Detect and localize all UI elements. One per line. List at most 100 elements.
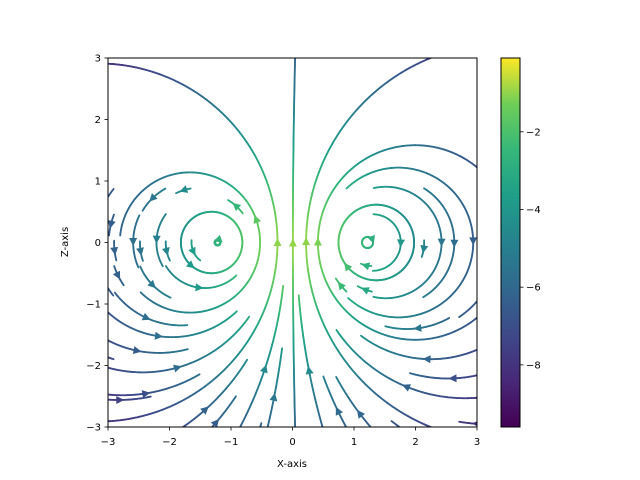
- streamline-segment: [92, 330, 93, 331]
- streamline-segment: [100, 211, 101, 212]
- streamline-segment: [435, 56, 436, 57]
- streamline-segment: [370, 426, 372, 427]
- streamline-segment: [487, 286, 488, 287]
- stream-arrow: [402, 384, 411, 392]
- streamline-segment: [92, 350, 93, 351]
- x-tick-label: 0: [289, 437, 295, 448]
- streamline-segment: [103, 279, 104, 280]
- streamline-segment: [210, 442, 211, 443]
- streamline-segment: [335, 329, 339, 333]
- streamline-segment: [236, 433, 237, 434]
- streamline-segment: [347, 434, 348, 435]
- streamline-segment: [422, 295, 426, 299]
- streamline-segment: [100, 272, 101, 273]
- streamline-segment: [97, 334, 98, 335]
- stream-arrow: [305, 366, 314, 375]
- streamline-segment: [334, 277, 338, 281]
- streamline-segment: [155, 443, 156, 444]
- streamline-segment: [102, 306, 103, 307]
- colorbar-tick-label: −6: [526, 283, 541, 294]
- streamline-segment: [486, 175, 487, 176]
- streamline-segment: [101, 210, 102, 211]
- streamline-segment: [105, 309, 106, 310]
- x-axis-label: X-axis: [277, 459, 307, 470]
- streamline-segment: [106, 284, 107, 285]
- streamline-segment: [94, 351, 95, 352]
- streamline-segment: [484, 310, 485, 311]
- streamline-segment: [234, 395, 237, 399]
- streamline-segment: [238, 430, 239, 431]
- streamline-segment: [350, 434, 351, 435]
- streamline-segment: [420, 440, 421, 441]
- streamline-segment: [483, 292, 484, 293]
- streamline-segment: [205, 433, 206, 434]
- colorbar-gradient: [501, 58, 520, 427]
- streamline-segment: [489, 305, 490, 306]
- stream-arrow: [147, 279, 156, 289]
- streamline-segment: [493, 370, 494, 371]
- streamline-segment: [94, 296, 95, 297]
- streamline-segment: [92, 317, 93, 318]
- stream-arrow: [469, 237, 477, 246]
- streamline-segment: [136, 265, 140, 269]
- streamline-segment: [234, 274, 238, 278]
- stream-arrow: [241, 435, 248, 444]
- streamline-segment: [348, 431, 349, 432]
- streamline-segment: [486, 287, 487, 288]
- stream-arrow: [188, 246, 196, 256]
- streamline-segment: [481, 295, 482, 296]
- streamline-segment: [484, 346, 485, 347]
- streamline-segment: [383, 441, 384, 442]
- streamline-segment: [102, 206, 103, 207]
- streamline-segment: [485, 174, 486, 175]
- streamline-segment: [438, 55, 439, 56]
- stream-arrow: [179, 185, 189, 193]
- stream-arrow: [337, 281, 346, 291]
- streamline-segment: [104, 281, 105, 282]
- streamline-segment: [409, 433, 410, 434]
- streamline-segment: [211, 426, 212, 427]
- streamline-segment: [403, 429, 404, 430]
- streamline-segment: [484, 291, 485, 292]
- stream-arrow: [207, 436, 215, 445]
- streamline-segment: [486, 345, 487, 346]
- streamline-segment: [151, 445, 152, 446]
- streamline-segment: [208, 430, 209, 431]
- streamline-segment: [209, 443, 210, 444]
- streamline-segment: [98, 334, 99, 335]
- streamline-segment: [186, 436, 187, 437]
- streamline-segment: [440, 430, 441, 431]
- stream-arrow: [97, 350, 106, 357]
- streamline-segment: [248, 433, 249, 434]
- streamline-segment: [495, 186, 496, 187]
- streamline-segment: [406, 432, 407, 433]
- streamline-segment: [168, 296, 172, 299]
- streamline-segment: [196, 442, 197, 443]
- streamline-segment: [201, 438, 202, 439]
- streamline-segment: [387, 444, 388, 445]
- streamline-segment: [322, 375, 325, 379]
- streamline-segment: [176, 431, 177, 432]
- streamline-segment: [101, 354, 102, 355]
- streamline-segment: [101, 276, 102, 277]
- streamline-segment: [491, 328, 492, 329]
- streamline-segment: [152, 444, 153, 445]
- stream-arrow: [344, 262, 353, 272]
- streamline-segment: [438, 430, 439, 431]
- streamline-segment: [247, 315, 251, 319]
- streamline-segment: [376, 433, 377, 434]
- streamline-segment: [485, 309, 486, 310]
- streamline-segment: [481, 313, 482, 314]
- streamline-segment: [175, 431, 176, 432]
- stream-arrow: [89, 313, 98, 321]
- y-tick-label: 0: [95, 238, 101, 249]
- streamline-segment: [382, 440, 383, 441]
- streamline-segment: [486, 332, 487, 333]
- streamline-segment: [412, 435, 413, 436]
- streamline-segment: [105, 356, 106, 357]
- streamline-segment: [485, 357, 486, 358]
- streamline-segment: [432, 58, 433, 59]
- stream-arrow: [335, 406, 343, 416]
- stream-arrow: [141, 312, 151, 321]
- streamline-segment: [111, 293, 115, 297]
